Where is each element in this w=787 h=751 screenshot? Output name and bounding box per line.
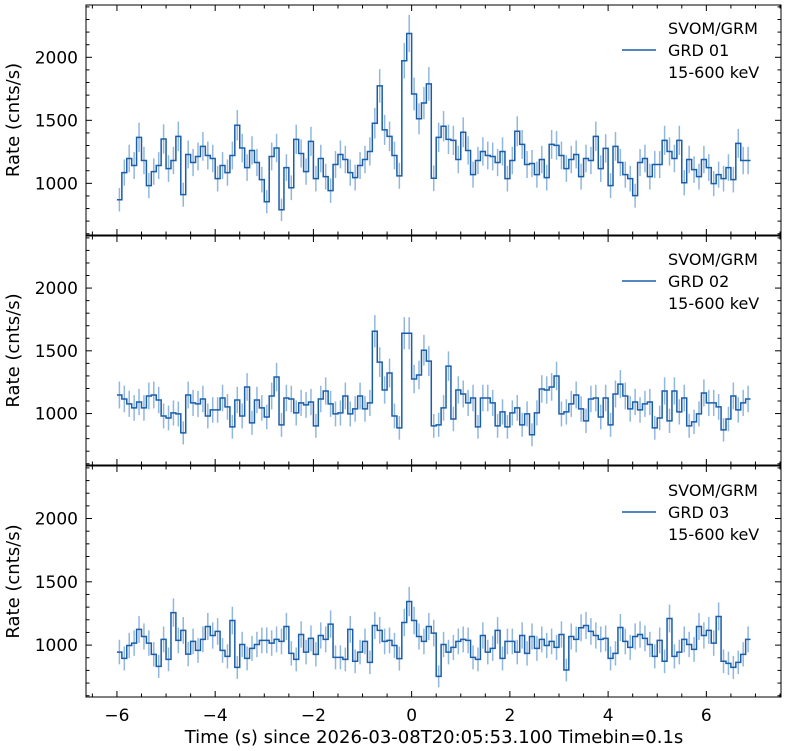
axes-frame — [85, 465, 782, 698]
legend-panel-2: SVOM/GRM GRD 02 15-600 keV — [622, 250, 759, 313]
panel-3: 1000 1500 2000 Rate (cnts/s) −6 −4 −2 0 2 4 6 — [3, 465, 782, 726]
y-axis-label: Rate (cnts/s) — [3, 524, 24, 638]
legend-energy: 15-600 keV — [668, 63, 759, 82]
plot-area — [116, 586, 751, 688]
x-tick-label: 4 — [603, 706, 614, 726]
x-tick-label: −4 — [203, 706, 228, 726]
x-tick-label: −2 — [301, 706, 326, 726]
y-tick-label: 2000 — [35, 279, 78, 299]
plot-area — [116, 315, 751, 447]
legend-detector: GRD 01 — [668, 41, 729, 60]
x-axis-label: Time (s) since 2026-03-08T20:05:53.100 T… — [184, 727, 684, 748]
legend-detector: GRD 02 — [668, 272, 729, 291]
x-tick-label: 0 — [406, 706, 417, 726]
legend-instrument: SVOM/GRM — [668, 481, 758, 500]
legend-instrument: SVOM/GRM — [668, 19, 758, 38]
y-tick-label: 1500 — [35, 342, 78, 362]
rate-step-line — [116, 32, 751, 211]
y-tick-label: 2000 — [35, 510, 78, 530]
legend-energy: 15-600 keV — [668, 525, 759, 544]
legend-detector: GRD 03 — [668, 503, 729, 522]
y-tick-label: 1500 — [35, 573, 78, 593]
y-axis-label: Rate (cnts/s) — [3, 63, 24, 177]
y-tick-label: 1000 — [35, 405, 78, 425]
x-tick-label: −6 — [104, 706, 129, 726]
axes-frame — [85, 4, 782, 236]
x-tick-label: 6 — [701, 706, 712, 726]
x-tick-label: 2 — [504, 706, 515, 726]
y-tick-label: 1500 — [35, 111, 78, 131]
legend-instrument: SVOM/GRM — [668, 250, 758, 269]
panel-2: 1000 1500 2000 Rate (cnts/s) — [3, 235, 782, 466]
panel-1: 1000 1500 2000 Rate (cnts/s) — [3, 4, 782, 236]
legend-panel-3: SVOM/GRM GRD 03 15-600 keV — [622, 481, 759, 544]
y-tick-label: 1000 — [35, 636, 78, 656]
rate-step-line — [116, 330, 751, 436]
plot-area — [116, 14, 751, 221]
y-axis-label: Rate (cnts/s) — [3, 293, 24, 407]
legend-energy: 15-600 keV — [668, 294, 759, 313]
rate-step-line — [116, 600, 751, 678]
y-tick-label: 1000 — [35, 174, 78, 194]
legend-panel-1: SVOM/GRM GRD 01 15-600 keV — [622, 19, 759, 82]
y-tick-label: 2000 — [35, 48, 78, 68]
